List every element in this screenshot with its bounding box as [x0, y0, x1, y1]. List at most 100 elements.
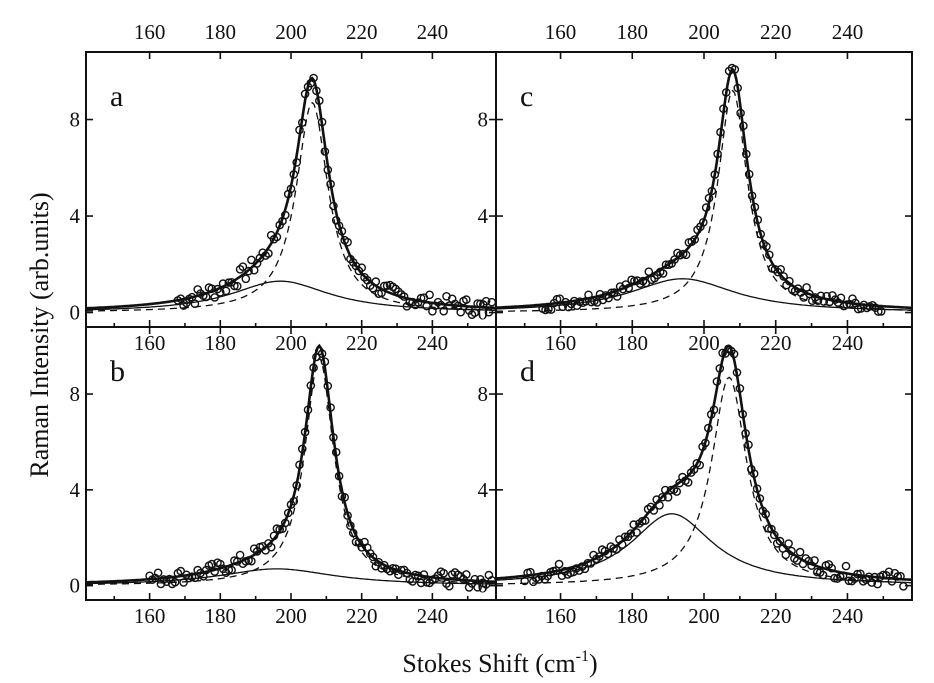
- x-tick-label: 180: [205, 331, 237, 355]
- data-point: [461, 295, 471, 304]
- data-point: [841, 561, 851, 571]
- x-tick-label: 240: [832, 604, 864, 628]
- data-point: [874, 307, 883, 316]
- data-point: [461, 570, 471, 579]
- data-point: [781, 550, 791, 560]
- panel-c-inner: [496, 63, 912, 316]
- panel-b: 160 180 200 220 240 0 4 8 b: [70, 326, 497, 628]
- data-point: [238, 262, 248, 272]
- panel-b-points: [145, 346, 496, 592]
- x-tick-label: 180: [617, 604, 649, 628]
- x-tick-label: 220: [346, 331, 378, 355]
- narrow-component-curve: [496, 376, 912, 585]
- x-tick-label: 180: [205, 604, 237, 628]
- x-tick-label-top: 160: [545, 20, 577, 44]
- y-tick-label: 0: [70, 301, 81, 325]
- panel-a-points: [173, 73, 496, 320]
- x-tick-label-top: 240: [417, 20, 449, 44]
- x-tick-label-top: 180: [617, 20, 649, 44]
- data-point: [425, 290, 434, 300]
- y-tick-label: 4: [70, 478, 81, 502]
- panel-c: 160 160 180 180 200 200 220 220 240 240 0 4 8 c: [478, 20, 913, 355]
- data-point: [241, 274, 251, 284]
- x-tick-label: 240: [832, 331, 864, 355]
- plot-area: 160 160 180 180 200 200 220 220 240 240 0 4 8 a 160 160…: [70, 20, 913, 628]
- panel-frame: [495, 51, 913, 328]
- data-point: [658, 492, 667, 502]
- broad-component-curve: [86, 280, 496, 311]
- total-fit-curve: [496, 67, 912, 310]
- x-tick-label-top: 200: [275, 20, 307, 44]
- data-point: [244, 266, 253, 276]
- data-point: [368, 552, 378, 562]
- panel-d-points: [520, 344, 908, 591]
- narrow-component-curve: [496, 89, 912, 312]
- data-point: [439, 568, 449, 578]
- broad-component-curve: [86, 568, 496, 585]
- x-axis-title-main: Stokes Shift (cm: [402, 649, 575, 678]
- data-point: [481, 296, 491, 306]
- x-axis-title-end: ): [589, 649, 598, 678]
- data-point: [232, 281, 242, 291]
- data-point: [207, 559, 217, 569]
- data-point: [672, 487, 682, 496]
- narrow-component-curve: [86, 357, 496, 585]
- x-tick-label-top: 160: [134, 20, 166, 44]
- total-fit-curve: [86, 343, 496, 584]
- x-tick-label-top: 240: [832, 20, 864, 44]
- data-point: [595, 552, 604, 561]
- y-tick-label: 4: [478, 478, 489, 502]
- y-tick-label: 4: [70, 204, 81, 228]
- data-point: [179, 301, 188, 310]
- panel-letter-a: a: [110, 80, 123, 113]
- data-point: [690, 235, 700, 244]
- x-tick-label: 160: [545, 604, 577, 628]
- x-tick-label: 160: [134, 604, 166, 628]
- y-axis-title: Raman Intensity (arb.units): [25, 192, 54, 477]
- total-fit-curve: [86, 76, 496, 310]
- x-tick-label-top: 200: [688, 20, 720, 44]
- x-tick-label: 200: [275, 604, 307, 628]
- data-point: [876, 307, 886, 316]
- x-tick-label: 160: [545, 331, 577, 355]
- data-point: [784, 539, 793, 548]
- y-tick-label: 8: [478, 108, 489, 132]
- x-tick-label: 240: [417, 604, 449, 628]
- panel-d-inner: [496, 344, 912, 591]
- data-point: [775, 536, 785, 546]
- y-tick-label: 0: [478, 301, 489, 325]
- data-point: [884, 567, 894, 577]
- y-tick-label: 8: [70, 108, 81, 132]
- y-tick-label: 4: [478, 204, 489, 228]
- total-fit-curve: [496, 344, 912, 582]
- y-tick-label: 0: [70, 574, 81, 598]
- panel-frame: [85, 326, 497, 601]
- data-point: [658, 269, 668, 278]
- broad-component-curve: [496, 513, 912, 584]
- panel-b-inner: [86, 343, 496, 592]
- panel-d: 160 180 200 220 240 0 4 8 d: [478, 326, 913, 628]
- x-axis-title: Stokes Shift (cm-1): [402, 648, 597, 678]
- x-tick-label: 200: [275, 331, 307, 355]
- x-tick-label: 240: [417, 331, 449, 355]
- panel-a: 160 160 180 180 200 200 220 220 240 240 0 4 8 a: [70, 20, 497, 355]
- data-point: [554, 559, 564, 569]
- x-tick-label-top: 220: [346, 20, 378, 44]
- x-tick-label: 200: [688, 331, 720, 355]
- data-point: [230, 281, 239, 291]
- data-point: [470, 308, 480, 318]
- data-point: [520, 576, 530, 586]
- data-point: [663, 492, 673, 502]
- x-axis-title-superscript: -1: [576, 648, 589, 665]
- data-point: [795, 547, 805, 557]
- data-point: [153, 568, 163, 578]
- data-point: [873, 579, 882, 589]
- x-tick-label: 220: [760, 604, 792, 628]
- y-tick-label: 8: [70, 382, 81, 406]
- panel-letter-d: d: [520, 355, 535, 388]
- x-tick-label: 200: [688, 604, 720, 628]
- x-tick-label-top: 220: [760, 20, 792, 44]
- broad-component-curve: [496, 278, 912, 311]
- x-tick-label: 220: [346, 604, 378, 628]
